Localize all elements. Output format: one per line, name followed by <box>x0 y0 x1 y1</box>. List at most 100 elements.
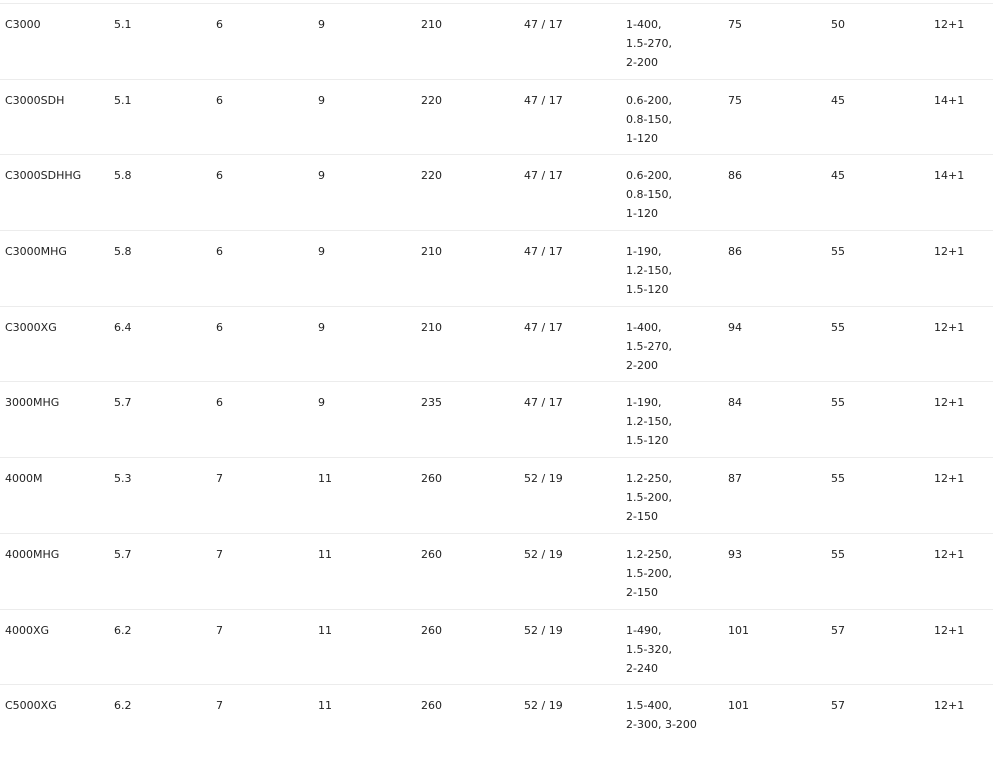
cell-line: 2-200 <box>626 358 658 372</box>
table-row: C3000MHG 5.8 6 9 210 47 / 17 1-190, 1.2-150, 1.5… <box>0 230 993 307</box>
table-cell: 84 <box>723 381 826 458</box>
table-cell: 6 <box>211 154 313 231</box>
table-row: C3000XG 6.4 6 9 210 47 / 17 1-400, 1.5-270, 2-20… <box>0 305 993 382</box>
table-cell: C3000SDH <box>0 78 109 155</box>
cell-line: 0.8-150, <box>626 188 672 202</box>
table-cell: 4000M <box>0 457 109 534</box>
table-cell: 260 <box>416 608 519 685</box>
table-cell: 6.4 <box>109 305 211 382</box>
table-cell: 12+1 <box>929 608 993 685</box>
table-row: C3000SDHHG 5.8 6 9 220 47 / 17 0.6-200, 0.8-150… <box>0 154 993 231</box>
table-cell: 1-400, 1.5-270, 2-200 <box>621 3 723 80</box>
cell-line: 1.5-270, <box>626 339 672 353</box>
table-cell: 1.5-400, 2-300, 3-200 <box>621 684 723 760</box>
cell-line: 1-190, <box>626 396 662 410</box>
table-cell: 6.2 <box>109 608 211 685</box>
table-cell: C3000MHG <box>0 230 109 307</box>
table-cell: 47 / 17 <box>519 381 621 458</box>
table-row: C3000 5.1 6 9 210 47 / 17 1-400, 1.5-270, 2-200 7… <box>0 3 993 80</box>
table-cell: 86 <box>723 154 826 231</box>
table-cell: 87 <box>723 457 826 534</box>
table-cell: 5.8 <box>109 154 211 231</box>
table-cell: 235 <box>416 381 519 458</box>
cell-line: 1-400, <box>626 18 662 31</box>
table-cell: 5.3 <box>109 457 211 534</box>
table-cell: 1.2-250, 1.5-200, 2-150 <box>621 457 723 534</box>
table-cell: 0.6-200, 0.8-150, 1-120 <box>621 154 723 231</box>
table-cell: 47 / 17 <box>519 3 621 80</box>
table-cell: 6 <box>211 3 313 80</box>
table-cell: 1-490, 1.5-320, 2-240 <box>621 608 723 685</box>
cell-line: 2-240 <box>626 661 658 675</box>
table-cell: 14+1 <box>929 154 993 231</box>
table-cell: 11 <box>313 457 416 534</box>
cell-line: 0.8-150, <box>626 112 672 126</box>
cell-line: 1.2-150, <box>626 415 672 429</box>
table-cell: 86 <box>723 230 826 307</box>
table-cell: 5.8 <box>109 230 211 307</box>
table-cell: 6.2 <box>109 684 211 760</box>
table-cell: 1-190, 1.2-150, 1.5-120 <box>621 381 723 458</box>
table-cell: 47 / 17 <box>519 305 621 382</box>
table-cell: 12+1 <box>929 684 993 760</box>
table-row: 3000MHG 5.7 6 9 235 47 / 17 1-190, 1.2-150, 1.5-… <box>0 381 993 458</box>
table-cell: C3000SDHHG <box>0 154 109 231</box>
cell-line: 1-400, <box>626 320 662 334</box>
table-cell: 0.6-200, 0.8-150, 1-120 <box>621 78 723 155</box>
table-cell: 52 / 19 <box>519 608 621 685</box>
table-cell: 55 <box>826 230 929 307</box>
table-cell: 52 / 19 <box>519 684 621 760</box>
table-cell: 52 / 19 <box>519 532 621 609</box>
table-cell: 9 <box>313 305 416 382</box>
table-cell: 9 <box>313 3 416 80</box>
cell-line: 1-120 <box>626 207 658 221</box>
table-cell: 7 <box>211 608 313 685</box>
cell-line: 1.5-200, <box>626 566 672 580</box>
table-cell: 12+1 <box>929 230 993 307</box>
table-cell: 260 <box>416 684 519 760</box>
cell-line: 1-490, <box>626 623 662 637</box>
table-cell: 12+1 <box>929 3 993 80</box>
table-cell: 50 <box>826 3 929 80</box>
table-cell: 12+1 <box>929 381 993 458</box>
table-cell: 9 <box>313 154 416 231</box>
table-cell: C3000 <box>0 3 109 80</box>
table-cell: 75 <box>723 3 826 80</box>
table-cell: 47 / 17 <box>519 78 621 155</box>
table-cell: 5.7 <box>109 532 211 609</box>
table-cell: 5.1 <box>109 78 211 155</box>
table-cell: 14+1 <box>929 78 993 155</box>
table-cell: 47 / 17 <box>519 154 621 231</box>
cell-line: 2-150 <box>626 585 658 599</box>
table-cell: 52 / 19 <box>519 457 621 534</box>
table-cell: 11 <box>313 608 416 685</box>
table-cell: 57 <box>826 608 929 685</box>
cell-line: 1.2-250, <box>626 472 672 486</box>
table-cell: 55 <box>826 532 929 609</box>
table-cell: 93 <box>723 532 826 609</box>
table-cell: 12+1 <box>929 457 993 534</box>
cell-line: 1-120 <box>626 131 658 145</box>
table-row: 4000MHG 5.7 7 11 260 52 / 19 1.2-250, 1.5-200, 2… <box>0 532 993 609</box>
cell-line: 1.5-120 <box>626 434 669 448</box>
table-row: 4000M 5.3 7 11 260 52 / 19 1.2-250, 1.5-200, 2-1… <box>0 457 993 534</box>
table-cell: 12+1 <box>929 532 993 609</box>
cell-line: 1.5-270, <box>626 37 672 50</box>
table-cell: 220 <box>416 154 519 231</box>
table-cell: 6 <box>211 78 313 155</box>
table-cell: 101 <box>723 684 826 760</box>
table-cell: 75 <box>723 78 826 155</box>
table-cell: 6 <box>211 305 313 382</box>
table-cell: 220 <box>416 78 519 155</box>
cell-line: 1.2-150, <box>626 264 672 278</box>
table-cell: 101 <box>723 608 826 685</box>
table-cell: 55 <box>826 457 929 534</box>
table-cell: 7 <box>211 532 313 609</box>
table-cell: 6 <box>211 230 313 307</box>
table-cell: 7 <box>211 684 313 760</box>
table-cell: C5000XG <box>0 684 109 760</box>
table-row: 4000XG 6.2 7 11 260 52 / 19 1-490, 1.5-320, 2-24… <box>0 608 993 685</box>
table-cell: 5.1 <box>109 3 211 80</box>
table-cell: 210 <box>416 305 519 382</box>
table-cell: 5.7 <box>109 381 211 458</box>
